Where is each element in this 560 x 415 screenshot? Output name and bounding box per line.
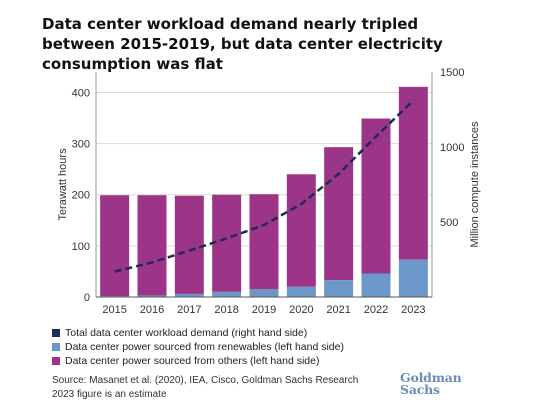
legend-label-workload: Total data center workload demand (right… <box>65 327 308 339</box>
x-tick-label-2017: 2017 <box>177 304 201 316</box>
bar-others-2016 <box>137 195 167 296</box>
bar-others-2021 <box>324 147 354 281</box>
bar-renewables-2019 <box>249 289 279 297</box>
bar-others-2022 <box>361 118 391 274</box>
line-workload-demand <box>114 99 415 273</box>
source-text: Source: Masanet et al. (2020), IEA, Cisc… <box>52 375 359 386</box>
y-tick-label-100: 100 <box>72 241 90 253</box>
logo-line-1: Goldman <box>400 370 462 385</box>
legend-item-others: Data center power sourced from others (l… <box>52 354 344 368</box>
legend-swatch-others <box>52 357 60 365</box>
bar-renewables-2020 <box>286 286 316 297</box>
y-right-tick-label-1500: 1500 <box>440 67 464 79</box>
x-tick-label-2015: 2015 <box>102 304 126 316</box>
legend-label-others: Data center power sourced from others (l… <box>65 355 320 367</box>
legend-swatch-workload <box>52 329 60 337</box>
x-tick-label-2018: 2018 <box>214 304 238 316</box>
legend-item-workload: Total data center workload demand (right… <box>52 326 344 340</box>
chart-title: Data center workload demand nearly tripl… <box>42 15 443 73</box>
bar-renewables-2017 <box>174 293 204 297</box>
x-tick-label-2020: 2020 <box>289 304 313 316</box>
bar-renewables-2016 <box>137 295 167 297</box>
x-tick-label-2021: 2021 <box>326 304 350 316</box>
logo-line-2: Sachs <box>400 382 440 397</box>
bar-others-2020 <box>286 174 316 287</box>
legend-item-renewables: Data center power sourced from renewable… <box>52 340 344 354</box>
y-axis-label-left: Terawatt hours <box>57 148 69 221</box>
source-note: Source: Masanet et al. (2020), IEA, Cisc… <box>52 374 358 402</box>
bar-renewables-2022 <box>361 273 391 297</box>
bar-others-2019 <box>249 194 279 290</box>
y-tick-label-400: 400 <box>72 87 90 99</box>
bar-others-2018 <box>212 194 242 292</box>
bar-renewables-2023 <box>398 259 428 297</box>
bar-renewables-2021 <box>324 280 354 297</box>
y-axis-label-right: Million compute instances <box>469 121 481 247</box>
y-tick-label-300: 300 <box>72 139 90 151</box>
bar-others-2017 <box>174 195 204 294</box>
legend: Total data center workload demand (right… <box>52 326 344 368</box>
y-tick-label-200: 200 <box>72 190 90 202</box>
x-tick-label-2022: 2022 <box>364 304 388 316</box>
goldman-sachs-logo: Goldman Sachs <box>400 370 462 397</box>
legend-label-renewables: Data center power sourced from renewable… <box>65 341 344 353</box>
bar-renewables-2018 <box>212 291 242 297</box>
bar-renewables-2015 <box>100 295 130 297</box>
x-tick-label-2019: 2019 <box>252 304 276 316</box>
bar-others-2023 <box>398 86 428 260</box>
x-tick-label-2023: 2023 <box>401 304 425 316</box>
estimate-note: 2023 figure is an estimate <box>52 389 167 400</box>
y-right-tick-label-1000: 1000 <box>440 142 464 154</box>
x-tick-label-2016: 2016 <box>140 304 164 316</box>
bar-others-2015 <box>100 195 130 296</box>
legend-swatch-renewables <box>52 343 60 351</box>
y-tick-label-0: 0 <box>84 292 90 304</box>
y-right-tick-label-500: 500 <box>440 217 458 229</box>
